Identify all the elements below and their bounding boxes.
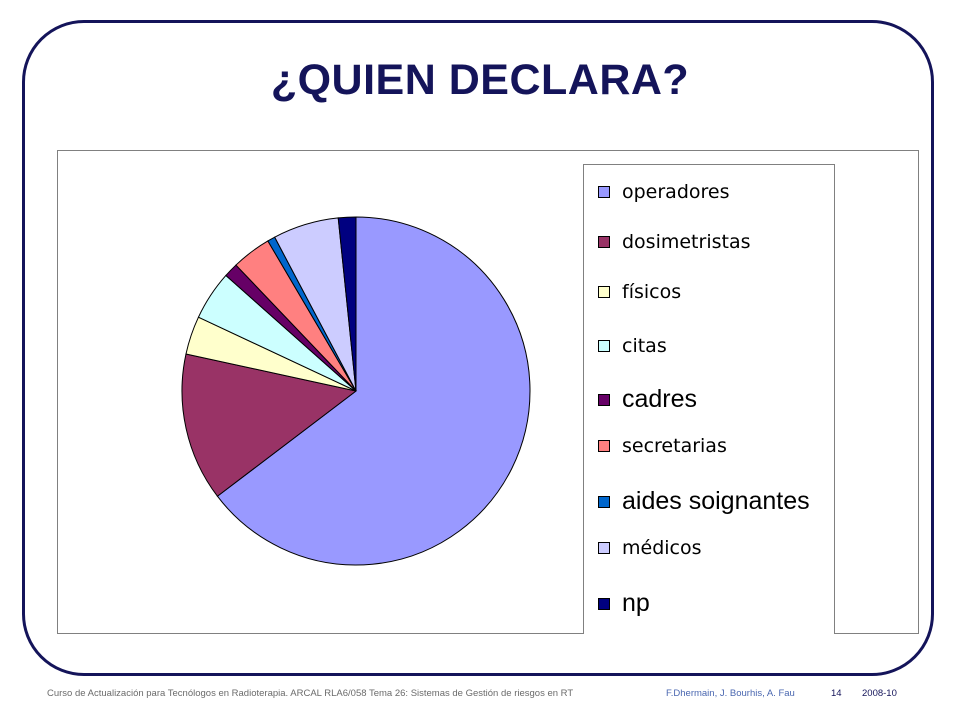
pie-slice-operadores <box>216 216 531 566</box>
legend-label: físicos <box>622 281 682 303</box>
legend-item-cadres: cadres <box>598 385 697 414</box>
legend-item-np: np <box>598 589 650 618</box>
legend-label: médicos <box>622 537 702 559</box>
pie-slice-dosimetristas <box>181 353 358 497</box>
footer-course: Curso de Actualización para Tecnólogos e… <box>47 688 574 699</box>
footer-authors: F.Dhermain, J. Bourhis, A. Fau <box>666 688 795 699</box>
legend-label: secretarias <box>622 435 727 457</box>
legend-label: operadores <box>622 181 730 203</box>
slide-title: ¿QUIEN DECLARA? <box>270 56 690 104</box>
legend-label: dosimetristas <box>622 231 751 253</box>
legend-swatch <box>598 286 610 298</box>
legend-swatch <box>598 186 610 198</box>
legend-label: aides soignantes <box>622 487 810 515</box>
legend-item-médicos: médicos <box>598 537 702 559</box>
footer-year: 2008-10 <box>862 688 897 699</box>
legend-swatch <box>598 236 610 248</box>
legend-item-citas: citas <box>598 335 667 357</box>
legend-item-operadores: operadores <box>598 181 730 203</box>
legend-swatch <box>598 542 610 554</box>
legend-item-secretarias: secretarias <box>598 435 727 457</box>
slide-frame <box>22 20 934 676</box>
chart-legend: operadores dosimetristas físicos citas cadre… <box>583 164 835 634</box>
legend-swatch <box>598 440 610 452</box>
legend-swatch <box>598 495 610 508</box>
pie-slice-np <box>337 216 357 392</box>
footer-page-number: 14 <box>831 688 842 699</box>
legend-label: cadres <box>622 385 698 413</box>
legend-swatch <box>598 340 610 352</box>
pie-chart <box>181 216 531 566</box>
legend-label: citas <box>622 335 667 357</box>
legend-item-físicos: físicos <box>598 281 681 303</box>
legend-swatch <box>598 393 610 406</box>
legend-item-dosimetristas: dosimetristas <box>598 231 751 253</box>
legend-label: np <box>622 589 650 617</box>
legend-swatch <box>598 597 610 610</box>
legend-item-aides-soignantes: aides soignantes <box>598 487 810 516</box>
